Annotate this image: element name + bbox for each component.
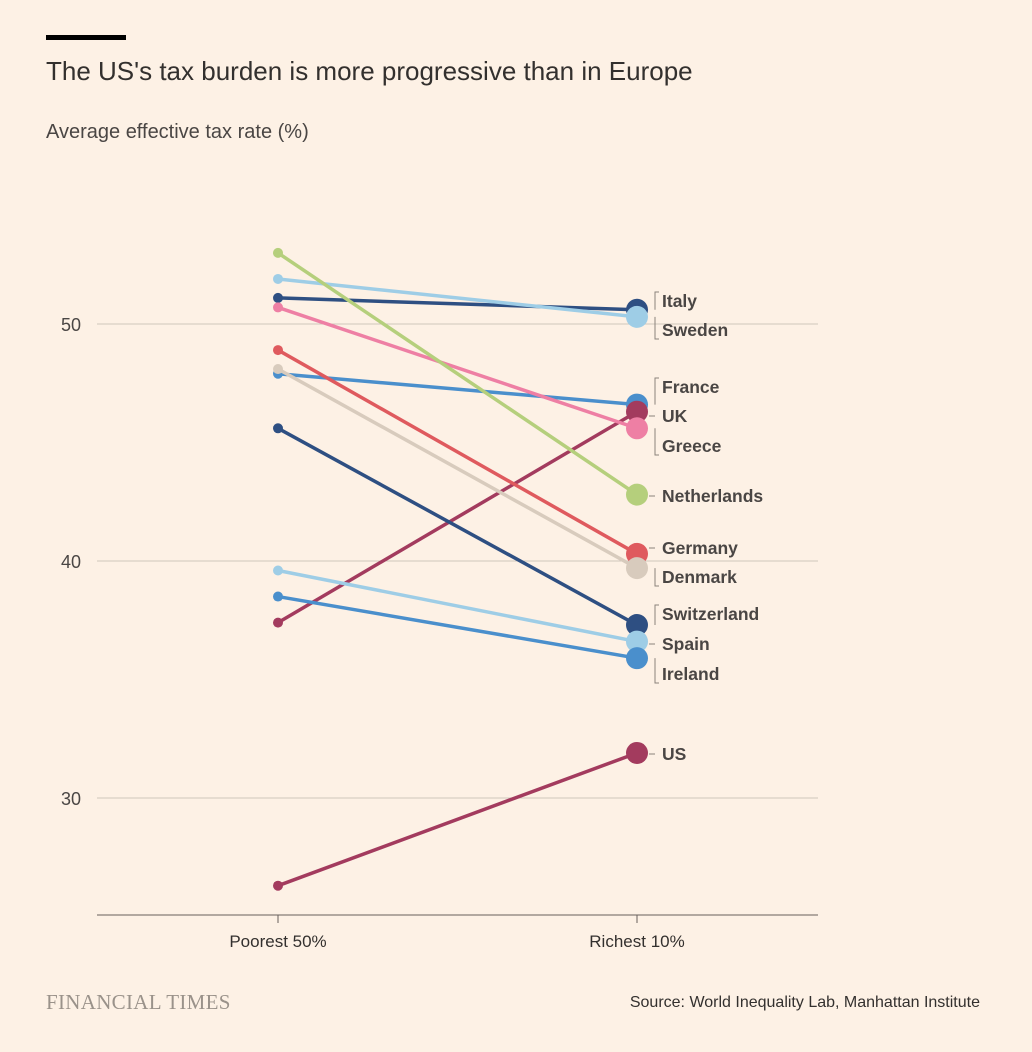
x-tick-label: Richest 10%	[589, 932, 684, 951]
leader-ireland	[654, 658, 659, 684]
series-line-netherlands	[276, 251, 639, 497]
series-line-germany	[276, 348, 639, 556]
series-line-spain	[276, 568, 639, 644]
series-label-denmark: Denmark	[662, 567, 737, 587]
leader-switzerland	[654, 604, 659, 625]
leader-france	[654, 377, 659, 405]
series-label-netherlands: Netherlands	[662, 486, 763, 506]
point-end-sweden	[626, 305, 648, 328]
chart-subtitle: Average effective tax rate (%)	[46, 121, 309, 143]
point-start-ireland	[273, 591, 283, 602]
point-start-spain	[273, 565, 283, 576]
series-line-uk	[276, 409, 639, 625]
point-end-greece	[626, 417, 648, 440]
point-start-germany	[273, 345, 283, 356]
point-end-uk	[626, 400, 648, 423]
point-start-switzerland	[273, 423, 283, 434]
series-label-greece: Greece	[662, 436, 722, 456]
ft-logo: FINANCIAL TIMES	[46, 990, 231, 1014]
point-end-us	[626, 741, 648, 764]
y-tick-label-40: 40	[61, 552, 81, 572]
series-label-italy: Italy	[662, 291, 697, 311]
point-end-spain	[626, 630, 648, 653]
point-start-sweden	[273, 273, 283, 284]
series-line-greece	[276, 305, 639, 431]
leader-denmark	[654, 568, 659, 587]
title-rule	[46, 35, 126, 40]
series-line-ireland	[276, 594, 639, 660]
leader-greece	[654, 428, 659, 456]
y-tick-label-50: 50	[61, 315, 81, 335]
point-end-ireland	[626, 647, 648, 670]
source-note: Source: World Inequality Lab, Manhattan …	[629, 994, 980, 1011]
chart-title: The US's tax burden is more progressive …	[46, 56, 693, 86]
point-start-us	[273, 880, 283, 891]
point-start-uk	[273, 617, 283, 628]
series-label-switzerland: Switzerland	[662, 604, 759, 624]
series-label-us: US	[662, 744, 686, 764]
point-end-switzerland	[626, 613, 648, 636]
series-line-denmark	[276, 367, 639, 570]
series-label-sweden: Sweden	[662, 320, 728, 340]
series-label-france: France	[662, 377, 720, 397]
series-label-uk: UK	[662, 406, 688, 426]
series-line-italy	[276, 296, 639, 312]
leader-sweden	[654, 316, 659, 340]
y-tick-label-30: 30	[61, 789, 81, 809]
series-line-switzerland	[276, 426, 639, 627]
point-start-italy	[273, 292, 283, 303]
x-tick-label: Poorest 50%	[229, 932, 326, 951]
series-label-germany: Germany	[662, 538, 738, 558]
series-line-france	[276, 372, 639, 407]
series-label-ireland: Ireland	[662, 664, 719, 684]
leader-italy	[654, 291, 659, 310]
point-start-denmark	[273, 364, 283, 375]
point-start-netherlands	[273, 247, 283, 258]
point-end-denmark	[626, 557, 648, 580]
series-line-sweden	[276, 277, 639, 319]
point-end-netherlands	[626, 483, 648, 506]
series-label-spain: Spain	[662, 634, 710, 654]
series-line-us	[276, 751, 639, 888]
point-start-greece	[273, 302, 283, 313]
